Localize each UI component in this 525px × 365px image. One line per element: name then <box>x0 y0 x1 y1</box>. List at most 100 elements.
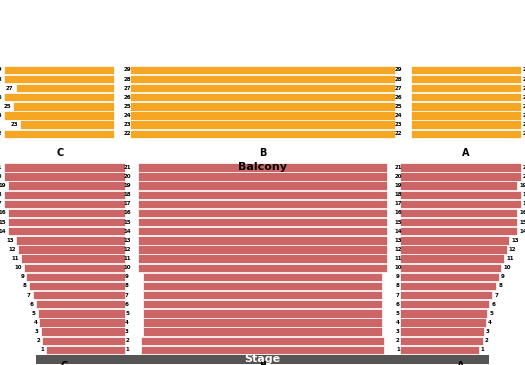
Text: 19: 19 <box>394 183 402 188</box>
Bar <box>400 209 517 217</box>
Text: 7: 7 <box>27 293 30 297</box>
Text: 13: 13 <box>6 238 14 243</box>
Text: 12: 12 <box>394 247 402 252</box>
Bar <box>29 282 125 290</box>
Text: 22: 22 <box>123 131 131 136</box>
Bar <box>4 75 114 83</box>
Bar <box>411 102 521 111</box>
Bar <box>21 254 125 263</box>
Text: 23: 23 <box>123 122 131 127</box>
Text: 11: 11 <box>123 256 131 261</box>
Bar <box>411 75 521 83</box>
Bar <box>411 120 521 129</box>
Text: B: B <box>259 147 266 158</box>
Text: 9: 9 <box>125 274 129 279</box>
Text: 2: 2 <box>36 338 40 343</box>
Text: 4: 4 <box>396 320 400 325</box>
Text: 19: 19 <box>123 183 131 188</box>
Text: 28: 28 <box>0 77 2 81</box>
Bar <box>8 227 125 235</box>
Text: C: C <box>61 361 68 365</box>
Text: 5: 5 <box>396 311 400 316</box>
Text: 4: 4 <box>125 320 129 325</box>
Text: 15: 15 <box>0 220 6 224</box>
Bar <box>141 346 384 354</box>
Text: 13: 13 <box>394 238 402 243</box>
Text: 4: 4 <box>488 320 491 325</box>
Text: 24: 24 <box>523 113 525 118</box>
Text: 24: 24 <box>394 113 402 118</box>
Text: 12: 12 <box>9 247 16 252</box>
Bar <box>400 264 501 272</box>
Text: 13: 13 <box>511 238 519 243</box>
Text: 14: 14 <box>123 229 131 234</box>
Text: 21: 21 <box>394 165 402 170</box>
Text: 17: 17 <box>394 201 402 206</box>
Text: 3: 3 <box>125 329 129 334</box>
Text: 28: 28 <box>523 77 525 81</box>
Bar <box>400 273 499 281</box>
Text: 8: 8 <box>498 284 502 288</box>
Bar <box>4 163 125 172</box>
Bar <box>138 200 387 208</box>
Text: 10: 10 <box>14 265 22 270</box>
Text: 26: 26 <box>123 95 131 100</box>
Text: 22: 22 <box>0 131 2 136</box>
Bar <box>143 318 382 327</box>
Text: 15: 15 <box>394 220 402 224</box>
Bar <box>400 236 509 245</box>
Bar <box>130 102 395 111</box>
Text: 23: 23 <box>394 122 402 127</box>
Bar <box>138 191 387 199</box>
Bar <box>141 337 384 345</box>
Text: 27: 27 <box>123 86 131 91</box>
Bar <box>400 282 496 290</box>
Text: 8: 8 <box>396 284 400 288</box>
Bar <box>20 120 114 129</box>
Text: 16: 16 <box>519 211 525 215</box>
Text: 19: 19 <box>0 183 6 188</box>
Bar <box>130 93 395 101</box>
Text: 6: 6 <box>491 302 495 307</box>
Bar <box>8 181 125 190</box>
Text: 16: 16 <box>123 211 131 215</box>
Text: 20: 20 <box>0 174 2 179</box>
Bar <box>400 191 521 199</box>
Bar <box>130 111 395 120</box>
Text: 10: 10 <box>123 265 131 270</box>
Bar <box>400 254 504 263</box>
Text: 6: 6 <box>125 302 129 307</box>
Text: 17: 17 <box>0 201 2 206</box>
Text: 25: 25 <box>3 104 11 109</box>
Text: 25: 25 <box>394 104 402 109</box>
Text: 5: 5 <box>489 311 493 316</box>
Bar <box>400 227 517 235</box>
Text: 29: 29 <box>394 68 402 72</box>
Bar <box>400 318 486 327</box>
Text: 29: 29 <box>0 68 2 72</box>
Text: 6: 6 <box>396 302 400 307</box>
Bar <box>400 300 489 308</box>
Bar <box>138 264 387 272</box>
Text: 9: 9 <box>20 274 24 279</box>
Text: A: A <box>457 361 464 365</box>
Text: 7: 7 <box>396 293 400 297</box>
Text: Stage: Stage <box>245 354 280 364</box>
Text: 29: 29 <box>123 68 131 72</box>
Bar <box>8 209 125 217</box>
Text: 20: 20 <box>523 174 525 179</box>
Text: 18: 18 <box>394 192 402 197</box>
Bar <box>4 191 125 199</box>
Bar <box>400 163 521 172</box>
Bar <box>400 245 507 254</box>
Bar <box>138 209 387 217</box>
Bar <box>4 93 114 101</box>
Bar <box>143 273 382 281</box>
Bar <box>130 66 395 74</box>
Bar <box>33 291 125 299</box>
Bar <box>411 66 521 74</box>
Bar <box>138 245 387 254</box>
Text: 15: 15 <box>123 220 131 224</box>
Bar <box>400 337 483 345</box>
Text: 1: 1 <box>396 347 400 352</box>
